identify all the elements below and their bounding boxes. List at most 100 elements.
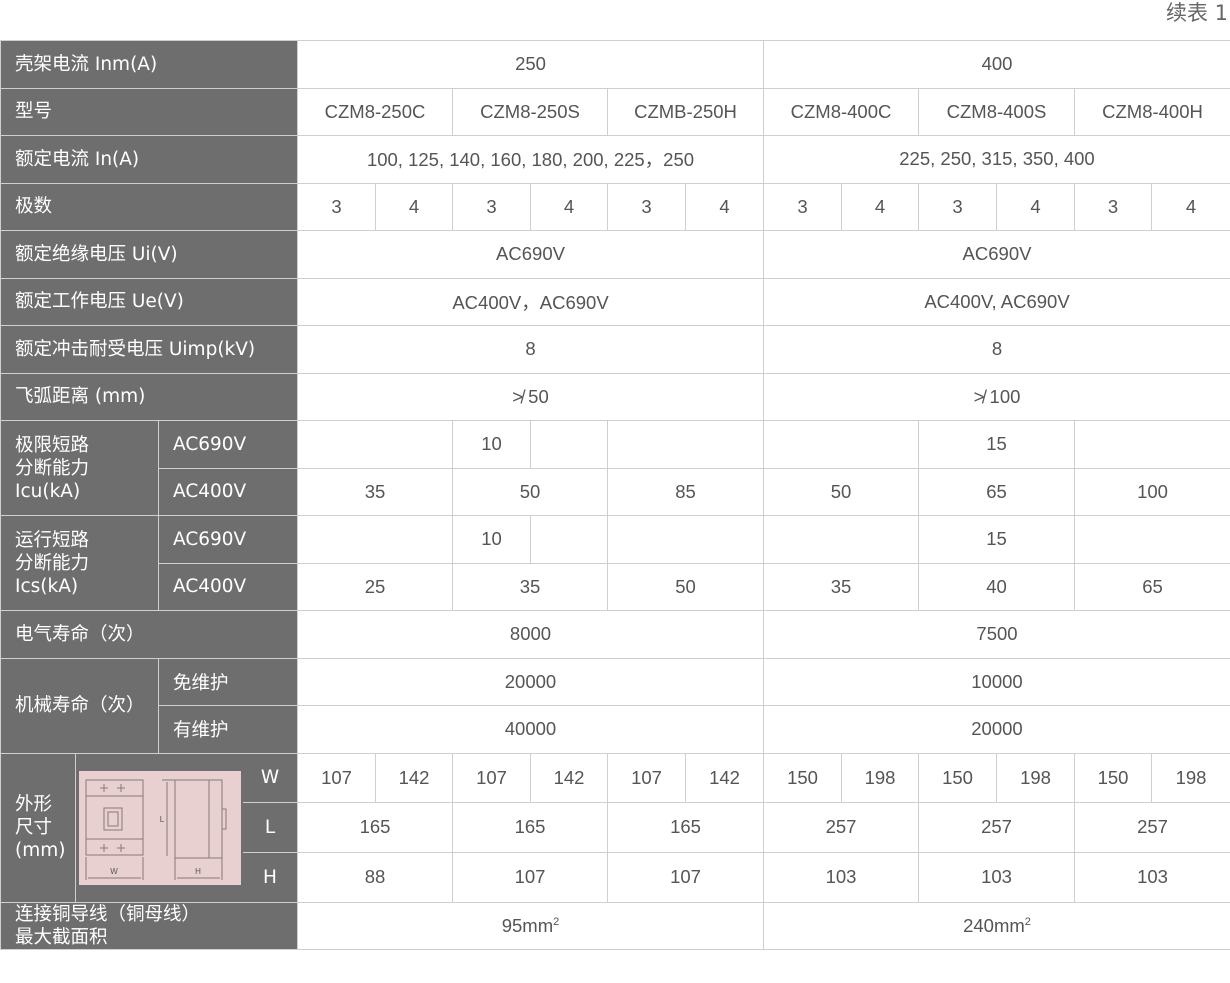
row-mech-life-free: 机械寿命（次） 免维护 20000 10000 bbox=[0, 657, 1230, 754]
row-ue: 额定工作电压 Ue(V) AC400V，AC690V AC400V, AC690… bbox=[0, 277, 1230, 326]
row-label: 壳架电流 Inm(A) bbox=[0, 40, 298, 89]
row-label-dims: 外形 尺寸 (mm) bbox=[0, 752, 76, 903]
row-uimp: 额定冲击耐受电压 Uimp(kV) 8 8 bbox=[0, 325, 1230, 374]
drawing-label-l: L bbox=[160, 815, 165, 824]
label-line: Icu(kA) bbox=[15, 480, 81, 502]
cell: 95mm2 bbox=[297, 901, 764, 950]
table-continuation-title: 续表 1 bbox=[1165, 1, 1228, 25]
cell: 107 bbox=[607, 851, 764, 903]
cell: ≯ 100 bbox=[763, 372, 1230, 421]
cell: 250 bbox=[297, 40, 764, 89]
row-ui: 额定绝缘电压 Ui(V) AC690V AC690V bbox=[0, 230, 1230, 279]
sub-label: 有维护 bbox=[158, 705, 298, 754]
cell: 3 bbox=[1074, 182, 1152, 231]
cell: 142 bbox=[530, 752, 608, 804]
cell bbox=[1074, 515, 1230, 564]
cell: 100, 125, 140, 160, 180, 200, 225，250 bbox=[297, 135, 764, 184]
row-label: 额定冲击耐受电压 Uimp(kV) bbox=[0, 325, 298, 374]
cell: 103 bbox=[1074, 851, 1230, 903]
sub-label: AC690V bbox=[158, 515, 298, 564]
cell: 65 bbox=[1074, 562, 1230, 611]
cell bbox=[1074, 420, 1230, 469]
row-label: 额定工作电压 Ue(V) bbox=[0, 277, 298, 326]
row-icu-ac690: 极限短路 分断能力 Icu(kA) AC690V 10 15 bbox=[0, 420, 1230, 516]
cell: 88 bbox=[297, 851, 453, 903]
row-frame-current: 壳架电流 Inm(A) 250 400 bbox=[0, 40, 1230, 89]
cell bbox=[763, 515, 919, 564]
row-label: 极数 bbox=[0, 182, 298, 231]
cell bbox=[297, 515, 453, 564]
row-dims-w: 外形 尺寸 (mm) bbox=[0, 752, 1230, 903]
cell: 25 bbox=[297, 562, 453, 611]
sub-label: L bbox=[242, 802, 298, 853]
cell: AC690V bbox=[763, 230, 1230, 279]
spec-table: 壳架电流 Inm(A) 250 400 型号 CZM8-250C CZM8-25… bbox=[0, 40, 1230, 950]
label-line: (mm) bbox=[15, 840, 66, 861]
label-line: 外形 bbox=[15, 794, 53, 815]
label-line: 分断能力 bbox=[15, 457, 90, 479]
cell: 4 bbox=[1151, 182, 1230, 231]
label-line: Ics(kA) bbox=[15, 575, 79, 597]
cell bbox=[607, 420, 764, 469]
cell: 100 bbox=[1074, 467, 1230, 516]
cell: 4 bbox=[530, 182, 608, 231]
cell bbox=[530, 420, 608, 469]
cell bbox=[607, 515, 764, 564]
cell: 4 bbox=[841, 182, 919, 231]
label-line: 分断能力 bbox=[15, 552, 90, 574]
cell: 35 bbox=[763, 562, 919, 611]
label-line: 连接铜导线（铜母线） bbox=[15, 903, 201, 925]
cell: 7500 bbox=[763, 610, 1230, 659]
cell: 50 bbox=[452, 467, 608, 516]
row-poles: 极数 3 4 3 4 3 4 3 4 3 4 3 4 bbox=[0, 182, 1230, 231]
cell: 150 bbox=[763, 752, 842, 804]
row-dims-l: L 165 165 165 257 257 257 bbox=[1, 802, 1230, 853]
cell: 4 bbox=[685, 182, 764, 231]
cell: 3 bbox=[297, 182, 376, 231]
cell: 3 bbox=[452, 182, 531, 231]
cell: 142 bbox=[685, 752, 764, 804]
cell: 225, 250, 315, 350, 400 bbox=[763, 135, 1230, 184]
row-ics-ac400: AC400V 25 35 50 35 40 65 bbox=[1, 562, 1230, 611]
cell: 165 bbox=[297, 802, 453, 853]
cell: 50 bbox=[607, 562, 764, 611]
row-label: 机械寿命（次） bbox=[0, 657, 159, 754]
cell: 3 bbox=[918, 182, 997, 231]
cell: CZM8-250C bbox=[297, 87, 453, 136]
row-label: 额定电流 In(A) bbox=[0, 135, 298, 184]
cell: 35 bbox=[297, 467, 453, 516]
row-label-conductor: 连接铜导线（铜母线） 最大截面积 bbox=[0, 901, 298, 950]
drawing-label-h: H bbox=[195, 867, 201, 876]
cell: 10 bbox=[452, 420, 531, 469]
row-rated-current: 额定电流 In(A) 100, 125, 140, 160, 180, 200,… bbox=[0, 135, 1230, 184]
cell: 198 bbox=[996, 752, 1075, 804]
cell: 103 bbox=[763, 851, 919, 903]
cell: 40000 bbox=[297, 705, 764, 754]
cell: 40 bbox=[918, 562, 1075, 611]
cell: 257 bbox=[763, 802, 919, 853]
cell: 10 bbox=[452, 515, 531, 564]
superscript: 2 bbox=[1024, 915, 1031, 928]
row-icu-ac400: AC400V 35 50 85 50 65 100 bbox=[1, 467, 1230, 516]
cell: 4 bbox=[996, 182, 1075, 231]
cell: CZM8-400C bbox=[763, 87, 919, 136]
cell: 3 bbox=[607, 182, 686, 231]
cell: 257 bbox=[918, 802, 1075, 853]
cell: 85 bbox=[607, 467, 764, 516]
row-model: 型号 CZM8-250C CZM8-250S CZMB-250H CZM8-40… bbox=[0, 87, 1230, 136]
sub-label: 免维护 bbox=[158, 657, 298, 706]
row-label-icu: 极限短路 分断能力 Icu(kA) bbox=[0, 420, 159, 516]
cell: 198 bbox=[841, 752, 919, 804]
sub-label: W bbox=[242, 752, 298, 804]
dimension-drawing-cell: W H L bbox=[75, 752, 243, 903]
cell: 8000 bbox=[297, 610, 764, 659]
cell: 165 bbox=[607, 802, 764, 853]
cell: 15 bbox=[918, 515, 1075, 564]
cell: 240mm2 bbox=[763, 901, 1230, 950]
cell: 107 bbox=[607, 752, 686, 804]
row-label: 型号 bbox=[0, 87, 298, 136]
cell: 50 bbox=[763, 467, 919, 516]
cell: 35 bbox=[452, 562, 608, 611]
sub-label: AC400V bbox=[158, 562, 298, 611]
row-label-ics: 运行短路 分断能力 Ics(kA) bbox=[0, 515, 159, 611]
